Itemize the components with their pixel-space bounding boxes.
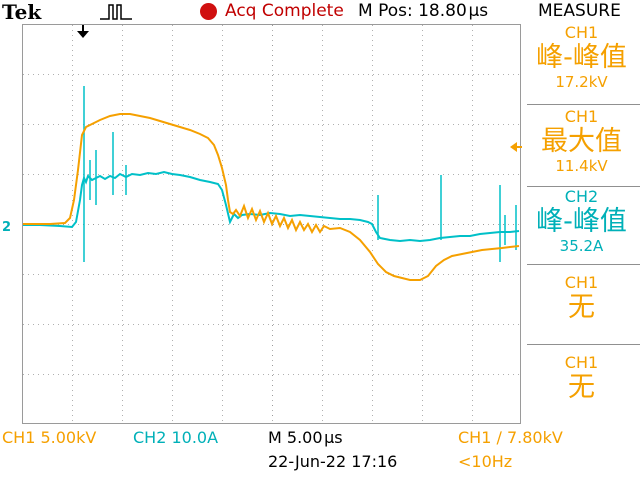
trigger-frequency: <10Hz [458, 452, 513, 471]
ch2-spikes [83, 86, 517, 262]
horizontal-position: M Pos: 18.80 µs [358, 1, 489, 21]
measurement-4[interactable]: CH1 无 [523, 274, 640, 324]
pulse-icon [100, 4, 132, 20]
ch1-trace [23, 113, 520, 281]
divider [527, 264, 640, 265]
footer-status: CH1 5.00kV CH2 10.0A M 5.00 µs CH1 ∕ 7.8… [0, 424, 640, 480]
acq-status: Acq Complete [225, 1, 344, 21]
measurement-channel: CH2 [564, 187, 599, 206]
status-bar: Tek Acq Complete M Pos: 18.80 µs MEASURE [0, 0, 640, 24]
brand-logo: Tek [2, 0, 42, 24]
left-arrow-icon [510, 142, 522, 152]
measurement-channel: CH1 [564, 23, 599, 42]
measurement-channel: CH1 [564, 107, 599, 126]
measurement-1[interactable]: CH1 峰-峰值 17.2kV [523, 24, 640, 91]
divider [527, 104, 640, 105]
measurement-value: 11.4kV [555, 157, 608, 175]
acq-status-icon [200, 3, 217, 20]
time-scale: M 5.00 µs [268, 428, 343, 447]
measurement-5[interactable]: CH1 无 [523, 354, 640, 404]
measure-menu-title[interactable]: MEASURE [538, 1, 621, 21]
measurement-2[interactable]: CH1 最大值 11.4kV [523, 108, 640, 175]
measurement-type: 峰-峰值 [536, 206, 627, 237]
datetime: 22-Jun-22 17:16 [268, 452, 398, 471]
ch2-trace [23, 170, 520, 243]
measurement-value: 17.2kV [555, 73, 608, 91]
ch2-scale: CH2 10.0A [133, 428, 219, 447]
waveform-display: 2 [2, 24, 522, 424]
measurement-type: 无 [568, 372, 595, 403]
measurement-type: 峰-峰值 [536, 42, 627, 73]
measurement-3[interactable]: CH2 峰-峰值 35.2A [523, 188, 640, 255]
measure-panel: CH1 峰-峰值 17.2kV CH1 最大值 11.4kV CH2 峰-峰值 … [523, 24, 640, 424]
measurement-type: 无 [568, 292, 595, 323]
ch2-ground-marker: 2 [2, 220, 11, 235]
graticule [22, 24, 521, 424]
down-arrow-icon [77, 25, 89, 38]
measurement-channel: CH1 [564, 273, 599, 292]
trigger-level: CH1 ∕ 7.80kV [458, 428, 563, 447]
measurement-type: 最大值 [541, 126, 622, 157]
divider [527, 186, 640, 187]
divider [527, 344, 640, 345]
ch1-scale: CH1 5.00kV [2, 428, 97, 447]
measurement-value: 35.2A [559, 237, 604, 255]
measurement-channel: CH1 [564, 353, 599, 372]
